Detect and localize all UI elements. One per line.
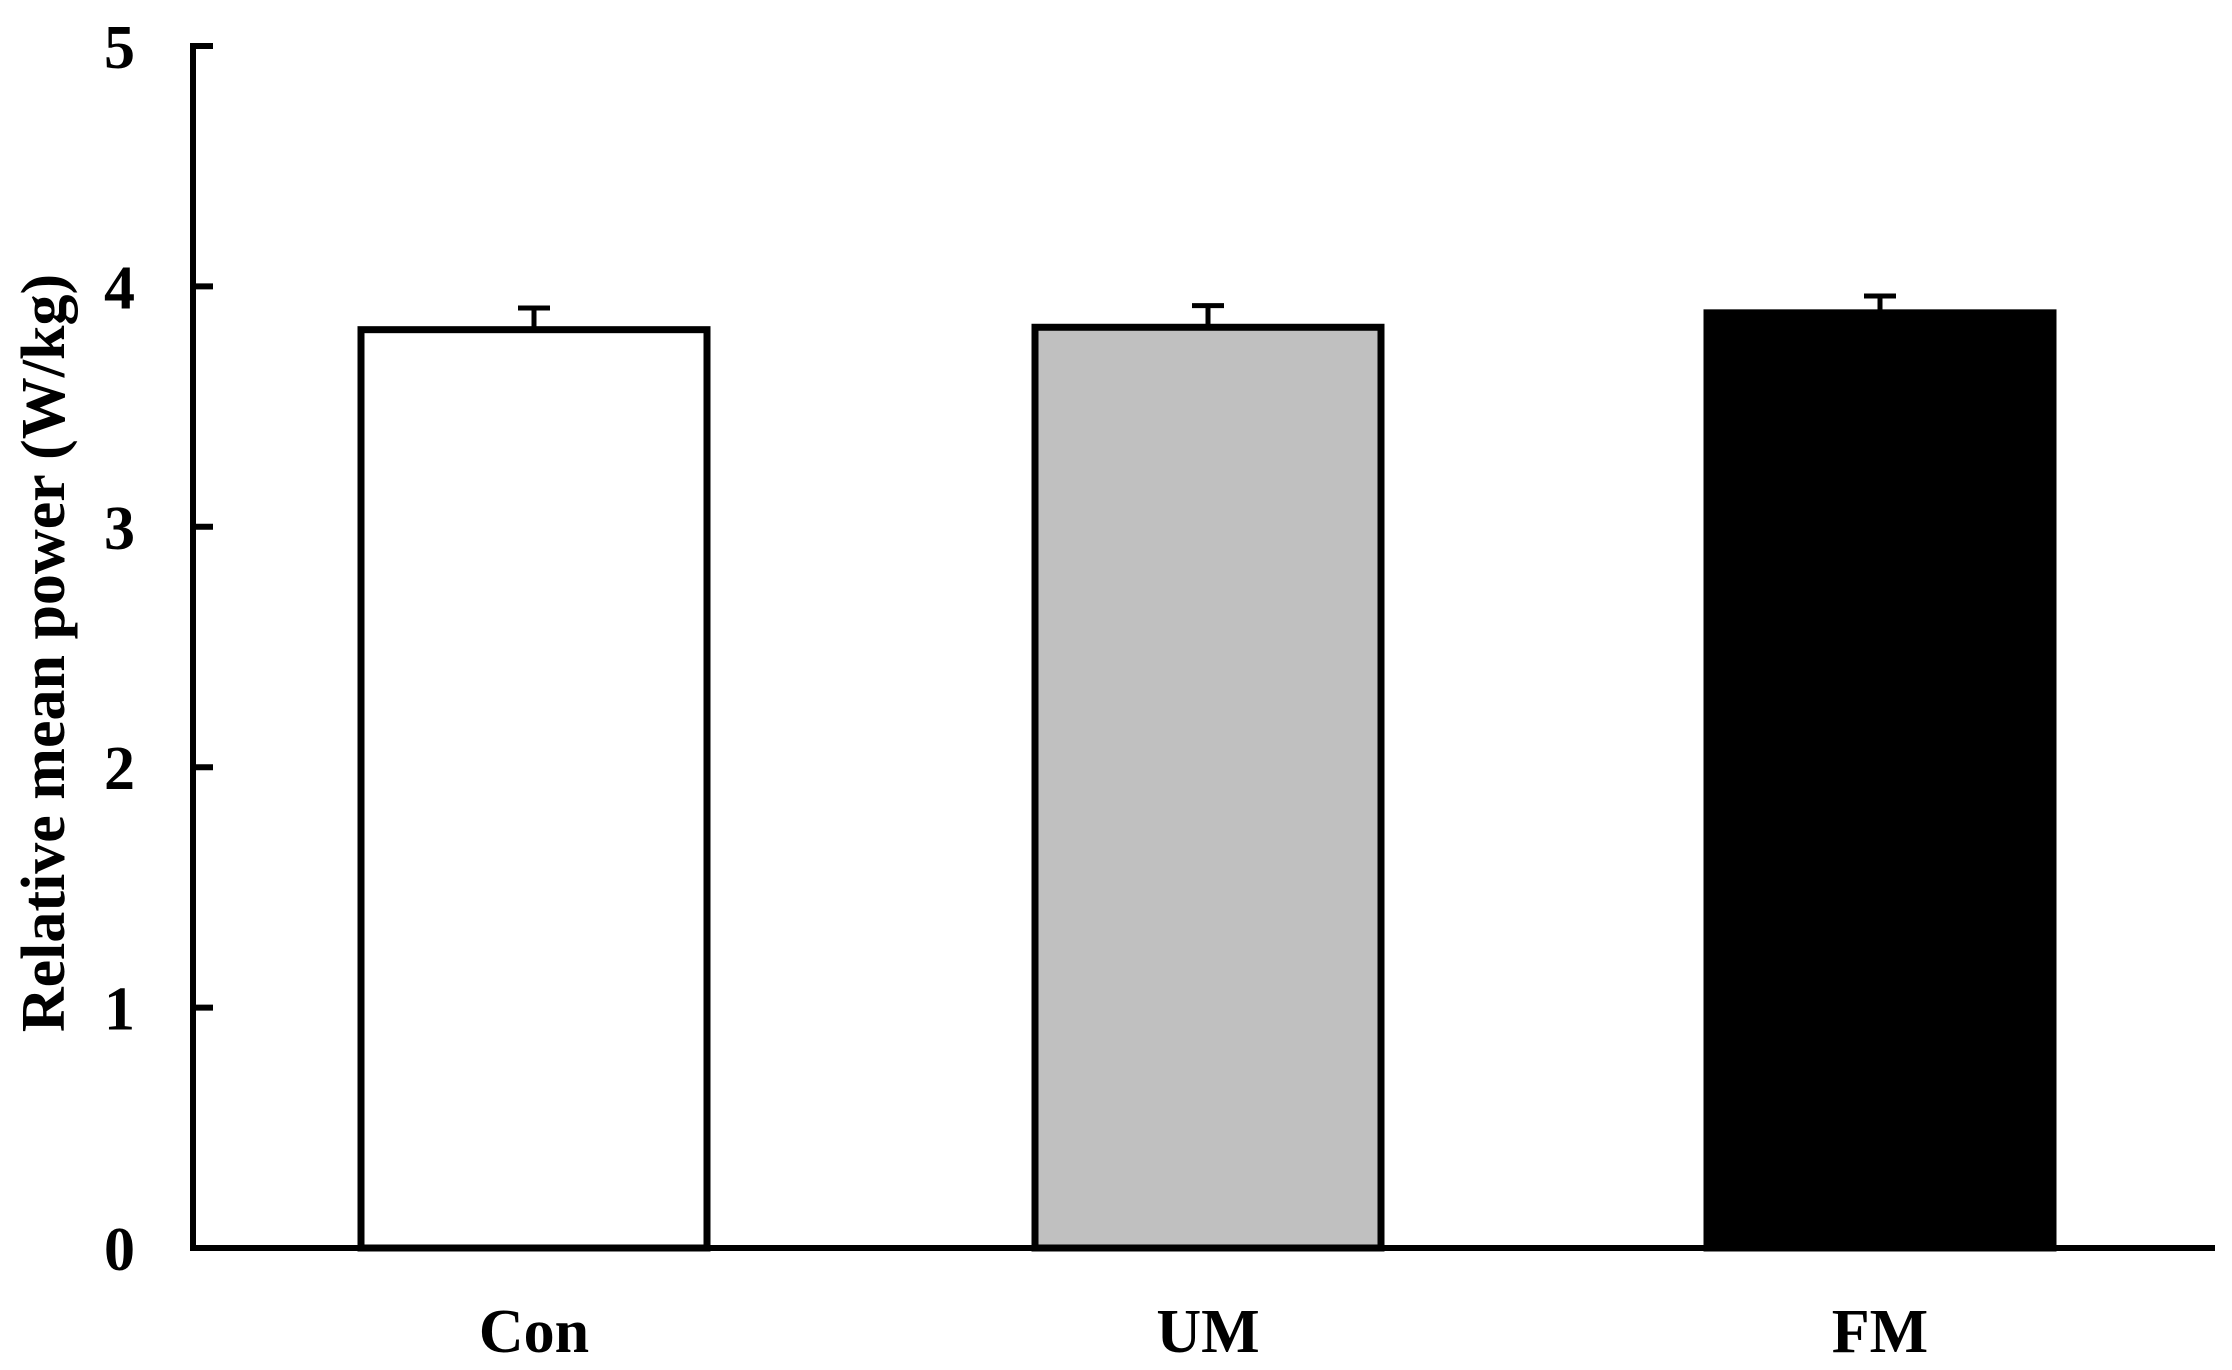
category-label-con: Con [479, 1298, 589, 1366]
y-tick-label: 1 [104, 976, 135, 1044]
y-tick-label: 2 [104, 735, 135, 803]
x-axis-category-labels: Con UM FM [479, 1298, 1928, 1366]
axes [190, 43, 2215, 1251]
category-label-fm: FM [1832, 1298, 1928, 1366]
category-label-um: UM [1156, 1298, 1259, 1366]
y-tick-label: 3 [104, 495, 135, 563]
bar-fm [1703, 309, 2057, 1252]
y-axis-title: Relative mean power (W/kg) [10, 274, 78, 1032]
error-bars [518, 293, 1896, 330]
y-tick-label: 5 [104, 14, 135, 82]
bars [357, 309, 2057, 1252]
y-tick-label: 0 [104, 1216, 135, 1284]
y-tick-label: 4 [104, 254, 135, 322]
bar-um [1031, 323, 1385, 1252]
bar-con [357, 326, 711, 1252]
y-axis-ticks: 0 1 2 3 4 5 [104, 14, 213, 1284]
